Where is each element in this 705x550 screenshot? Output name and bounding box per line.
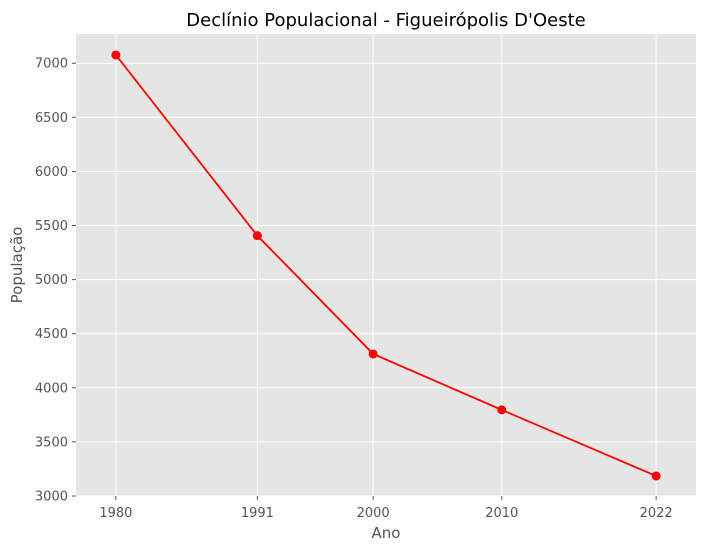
data-point: [497, 405, 507, 415]
x-axis-ticks: 1980 1991 2000 2010 2022: [99, 496, 673, 521]
y-tick-label: 3500: [35, 435, 68, 450]
x-tick-label: 2022: [640, 506, 673, 521]
y-tick-label: 6000: [35, 165, 68, 180]
y-tick-label: 7000: [35, 57, 68, 72]
y-tick-label: 3000: [35, 490, 68, 505]
x-tick-label: 2000: [357, 506, 390, 521]
y-tick-label: 5000: [35, 273, 68, 288]
y-tick-label: 4500: [35, 327, 68, 342]
x-tick-label: 2010: [485, 506, 518, 521]
data-point: [252, 231, 262, 241]
x-tick-label: 1980: [99, 506, 132, 521]
x-axis-label: Ano: [372, 524, 401, 542]
grid-lines: [76, 34, 696, 497]
y-axis-label: População: [8, 227, 26, 304]
data-point: [111, 50, 121, 60]
y-tick-label: 6500: [35, 111, 68, 126]
series-group: [111, 50, 661, 481]
y-axis-ticks: 3000 3500 4000 4500 5000 5500 6000 6500 7000: [35, 57, 76, 505]
chart-title: Declínio Populacional - Figueirópolis D'…: [186, 10, 585, 31]
x-tick-label: 1991: [241, 506, 274, 521]
data-point: [651, 471, 661, 481]
data-point: [368, 349, 378, 359]
y-tick-label: 5500: [35, 219, 68, 234]
plot-area: [76, 34, 696, 496]
y-tick-label: 4000: [35, 381, 68, 396]
